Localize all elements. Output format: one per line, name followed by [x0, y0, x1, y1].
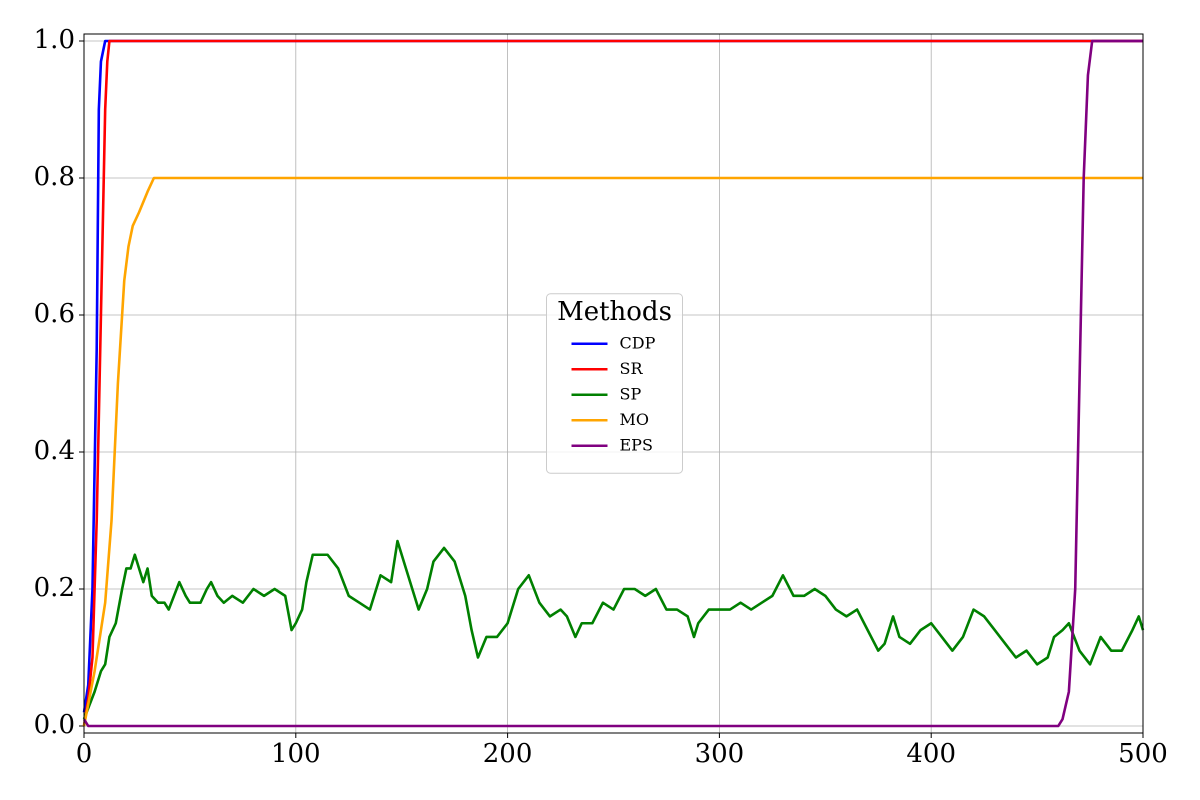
x-tick-label: 400 [906, 739, 956, 769]
legend-title: Methods [557, 297, 672, 327]
y-tick-label: 0.4 [34, 436, 75, 466]
plot-frame [83, 33, 1144, 734]
y-tick-label: 0.6 [34, 299, 75, 329]
y-tick-label: 0.2 [34, 573, 75, 603]
legend-box [546, 293, 683, 474]
legend-label: MO [620, 410, 650, 429]
y-tick-label: 0.8 [34, 162, 75, 192]
y-tick-label: 1.0 [34, 25, 75, 55]
legend-label: SR [620, 359, 644, 378]
series-line [82, 39, 1143, 727]
legend-label: SP [620, 384, 642, 403]
y-tick-label: 0.0 [34, 710, 75, 740]
legend-label: EPS [620, 435, 653, 454]
legend-label: CDP [620, 333, 656, 352]
x-tick-label: 500 [1118, 739, 1168, 769]
x-tick-label: 0 [76, 739, 93, 769]
series-line [82, 39, 1143, 713]
x-tick-label: 200 [483, 739, 533, 769]
series-line [82, 539, 1145, 720]
series-line [82, 39, 1143, 728]
x-tick-label: 100 [271, 739, 321, 769]
legend: Methods CDP SR SP MO EPS [546, 293, 683, 474]
series-line [82, 176, 1143, 727]
x-tick-label: 300 [695, 739, 745, 769]
